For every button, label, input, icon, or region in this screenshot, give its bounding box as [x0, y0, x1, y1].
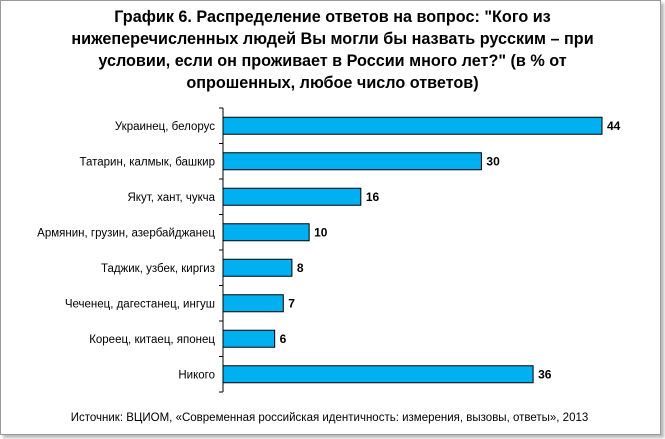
- bar: [222, 152, 482, 171]
- chart-title: График 6. Распределение ответов на вопро…: [71, 8, 594, 92]
- category-label: Чеченец, дагестанец, ингуш: [65, 298, 215, 310]
- bar: [222, 258, 293, 277]
- category-label: Кореец, китаец, японец: [89, 334, 215, 346]
- source-note: Источник: ВЦИОМ, «Современная российская…: [70, 412, 589, 424]
- data-label: 8: [297, 261, 304, 275]
- category-label: Армянин, грузин, азербайджанец: [37, 227, 215, 239]
- bar: [222, 223, 310, 242]
- bar: [222, 329, 276, 348]
- category-label: Татарин, калмык, башкир: [79, 156, 215, 168]
- category-label: Украинец, белорус: [115, 121, 215, 133]
- data-label: 36: [538, 367, 552, 381]
- bar: [222, 365, 534, 384]
- bar: [222, 116, 603, 135]
- category-label: Таджик, узбек, киргиз: [101, 263, 215, 275]
- bar: [222, 187, 362, 206]
- category-label: Никого: [178, 369, 215, 381]
- data-label: 44: [607, 119, 621, 133]
- data-label: 16: [366, 190, 380, 204]
- data-labels: 44 30 16 10 8 7 6 36: [280, 119, 621, 382]
- data-label: 6: [280, 332, 287, 346]
- bars: [222, 116, 603, 384]
- data-label: 30: [486, 154, 500, 168]
- category-label: Якут, хант, чукча: [127, 192, 215, 204]
- data-label: 10: [314, 225, 328, 239]
- data-label: 7: [288, 296, 295, 310]
- category-labels: Украинец, белорус Татарин, калмык, башкир…: [37, 107, 223, 393]
- bar: [222, 294, 284, 313]
